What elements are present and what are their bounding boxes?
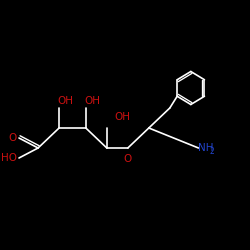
Text: O: O: [124, 154, 132, 164]
Text: NH: NH: [198, 143, 214, 153]
Text: 2: 2: [210, 146, 215, 156]
Text: OH: OH: [114, 112, 130, 122]
Text: HO: HO: [1, 153, 17, 163]
Text: O: O: [9, 133, 17, 143]
Text: OH: OH: [57, 96, 73, 106]
Text: OH: OH: [84, 96, 100, 106]
